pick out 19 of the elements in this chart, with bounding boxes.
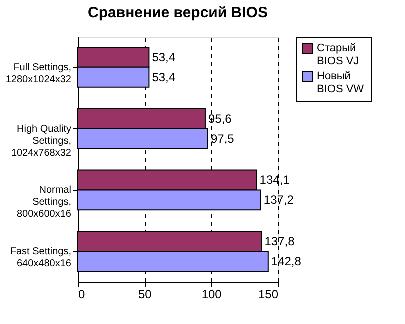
y-tick-label: Normal Settings, 800x600x16 bbox=[17, 185, 72, 220]
x-tick-label: 0 bbox=[78, 288, 86, 302]
y-tick-label: High Quality Settings, 1024x768x32 bbox=[11, 124, 72, 159]
data-label: 97,5 bbox=[211, 132, 235, 146]
y-tick-label: Full Settings, 1280x1024x32 bbox=[6, 62, 72, 86]
data-label: 142,8 bbox=[271, 254, 302, 269]
x-tick-label: 150 bbox=[258, 288, 279, 302]
chart-title: Сравнение версий BIOS bbox=[88, 4, 268, 22]
data-label: 134,1 bbox=[260, 173, 290, 188]
data-label: 137,2 bbox=[264, 193, 294, 208]
data-label: 53,4 bbox=[152, 70, 176, 84]
legend-label: Старый BIOS VJ bbox=[317, 42, 360, 68]
y-tick-label: Fast Settings, 640x480x16 bbox=[10, 246, 72, 270]
data-label: 137,8 bbox=[264, 234, 296, 249]
x-tick-label: 100 bbox=[202, 288, 222, 302]
data-label: 95,6 bbox=[208, 112, 232, 126]
x-tick-label: 50 bbox=[138, 288, 152, 302]
legend-label: Новый BIOS VW bbox=[317, 70, 365, 96]
data-label: 53,4 bbox=[152, 50, 176, 64]
